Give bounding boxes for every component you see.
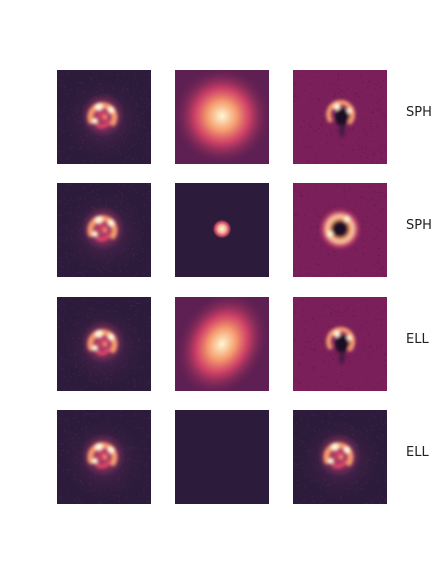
model-image-row-4 — [175, 410, 269, 504]
data-image-row-2 — [57, 183, 151, 277]
noise-texture — [293, 297, 387, 391]
model-image — [175, 70, 269, 164]
model-image — [175, 183, 269, 277]
model-image-row-1 — [175, 70, 269, 164]
residual-image — [293, 183, 387, 277]
row-label-4: ELL — [406, 445, 429, 460]
residual-image — [293, 70, 387, 164]
model-image — [175, 410, 269, 504]
row-label-3: ELL — [406, 332, 429, 347]
lensed-ring-image — [57, 297, 151, 391]
data-image-row-4 — [57, 410, 151, 504]
lensed-arcs — [87, 102, 118, 129]
lensed-arcs — [87, 442, 118, 469]
empty-model — [175, 410, 269, 504]
lensed-ring-image — [57, 410, 151, 504]
model-image-row-2 — [175, 183, 269, 277]
lensed-ring-image — [57, 183, 151, 277]
ring-glow — [81, 320, 125, 364]
residual-image-row-4 — [293, 410, 387, 504]
residual-image — [293, 410, 387, 504]
compact-source — [212, 219, 232, 239]
residual-features — [326, 327, 356, 364]
data-image-row-3 — [57, 297, 151, 391]
ring-glow — [317, 433, 361, 477]
row-label-1: SPH — [406, 105, 432, 120]
model-image-row-3 — [175, 297, 269, 391]
residual-image-row-2 — [293, 183, 387, 277]
ring-glow — [81, 93, 125, 137]
residual-image-row-3 — [293, 297, 387, 391]
elliptical-source — [175, 297, 269, 391]
broad-source — [175, 70, 269, 164]
noise-texture — [293, 70, 387, 164]
lensed-ring-image — [57, 70, 151, 164]
lensed-arcs — [87, 215, 118, 242]
data-image-row-1 — [57, 70, 151, 164]
lensed-arcs — [323, 442, 354, 469]
lensed-arcs — [87, 329, 118, 356]
residual-features — [318, 207, 362, 251]
ring-glow — [81, 206, 125, 250]
model-image — [175, 297, 269, 391]
residual-image-row-1 — [293, 70, 387, 164]
residual-image — [293, 297, 387, 391]
ring-glow — [81, 433, 125, 477]
residual-features — [326, 100, 356, 137]
noise-texture — [57, 183, 151, 277]
row-label-2: SPH — [406, 218, 432, 233]
